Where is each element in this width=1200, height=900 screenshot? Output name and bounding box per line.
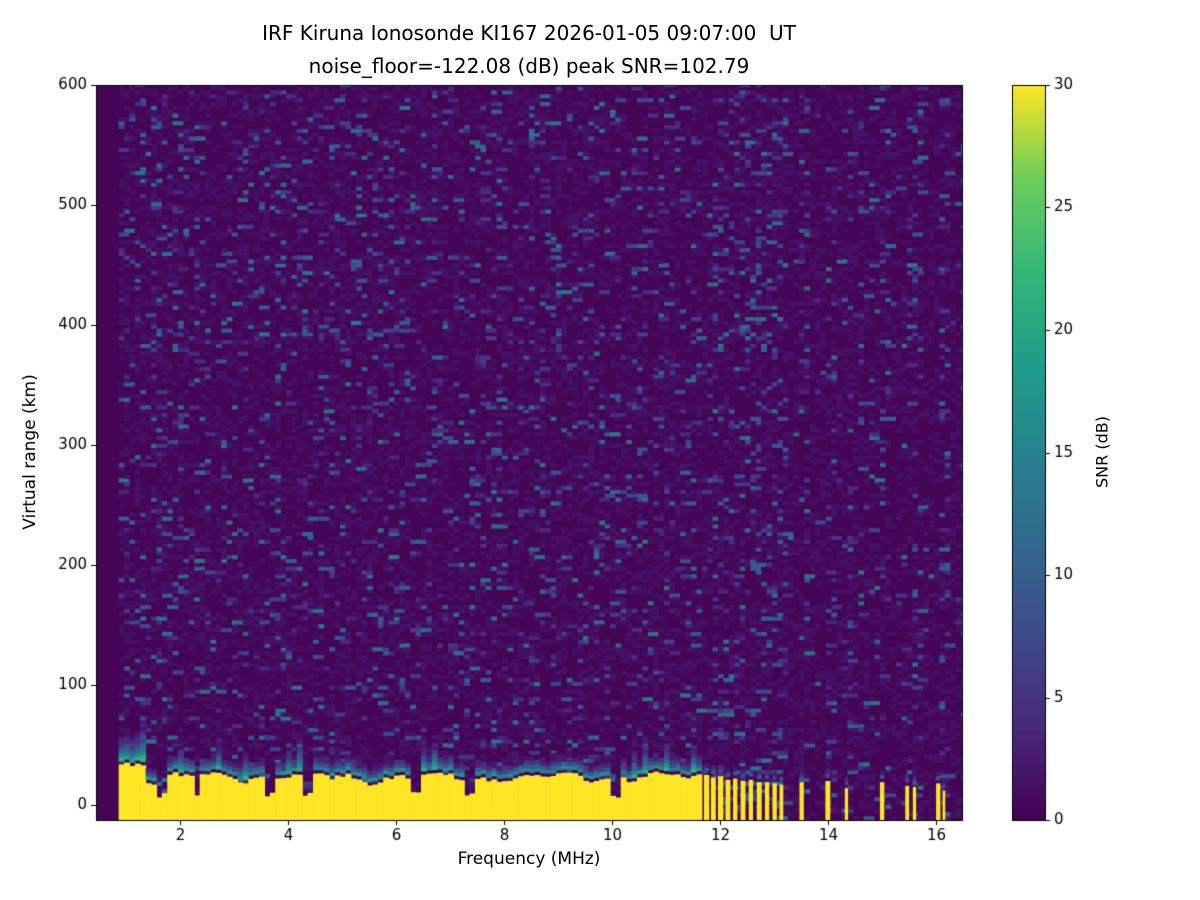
colorbar-label: SNR (dB) <box>1092 416 1112 488</box>
title-block: IRF Kiruna Ionosonde KI167 2026-01-05 09… <box>96 17 962 83</box>
chart-subtitle: noise_floor=-122.08 (dB) peak SNR=102.79 <box>308 54 750 78</box>
x-axis-label: Frequency (MHz) <box>457 849 601 869</box>
y-axis-label: Virtual range (km) <box>20 374 40 530</box>
chart-title: IRF Kiruna Ionosonde KI167 2026-01-05 09… <box>262 21 796 45</box>
